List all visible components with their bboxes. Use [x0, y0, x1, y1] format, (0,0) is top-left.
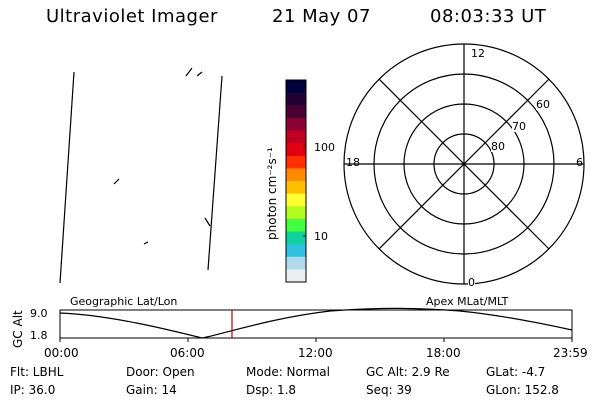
color-bar-band: [286, 143, 306, 157]
color-bar-label-10: 10: [314, 230, 328, 243]
gc-alt-info: GC Alt: 2.9 Re: [366, 365, 450, 379]
lat-label-80: 80: [491, 140, 505, 153]
timeline-right-title: Apex MLat/MLT: [426, 295, 509, 308]
color-bar-band: [286, 105, 306, 119]
color-bar-band: [286, 181, 306, 195]
mode-info: Mode: Normal: [246, 365, 330, 379]
color-bar-band: [286, 92, 306, 106]
date-label: 21 May 07: [272, 6, 371, 27]
mlt-label-18: 18: [346, 156, 360, 169]
timeline-x-tick-0000: 00:00: [44, 346, 79, 360]
instrument-title: Ultraviolet Imager: [46, 6, 218, 27]
timeline-y-axis-label: GC Alt: [11, 310, 25, 348]
color-bar-band: [286, 256, 306, 270]
glat-info: GLat: -4.7: [486, 365, 546, 379]
color-bar-band: [286, 206, 306, 220]
color-bar-band: [286, 168, 306, 182]
mlt-label-0: 0: [468, 276, 475, 289]
color-bar-frame: [285, 79, 307, 283]
mlt-label-6: 6: [576, 156, 583, 169]
color-bar-band: [286, 80, 306, 94]
color-bar-band: [286, 231, 306, 245]
ip-info: IP: 36.0: [10, 383, 56, 397]
color-bar-band: [286, 130, 306, 144]
color-bar: [286, 80, 306, 283]
lat-label-60: 60: [536, 98, 550, 111]
lat-label-70: 70: [512, 120, 526, 133]
timeline-x-tick-1200: 12:00: [298, 346, 333, 360]
color-bar-band: [286, 155, 306, 169]
timeline-x-tick-0600: 06:00: [170, 346, 205, 360]
timeline-left-title: Geographic Lat/Lon: [70, 295, 178, 308]
color-bar-band: [286, 269, 306, 283]
timeline-x-tick-1800: 18:00: [426, 346, 461, 360]
color-bar-label-100: 100: [314, 141, 335, 154]
timeline-y-tick-1-8: 1.8: [30, 329, 48, 342]
seq-info: Seq: 39: [366, 383, 412, 397]
color-bar-band: [286, 244, 306, 258]
time-label: 08:03:33 UT: [430, 6, 547, 27]
gain-info: Gain: 14: [126, 383, 177, 397]
altitude-timeline: [59, 307, 573, 342]
filter-info: Flt: LBHL: [10, 365, 64, 379]
glon-info: GLon: 152.8: [486, 383, 559, 397]
timeline-x-tick-2359: 23:59: [553, 346, 588, 360]
color-bar-band: [286, 218, 306, 233]
color-bar-unit-label: photon cm⁻²s⁻¹: [265, 147, 279, 240]
mlt-label-12: 12: [471, 47, 485, 60]
timeline-y-tick-9: 9.0: [30, 307, 48, 320]
color-bar-band: [286, 193, 306, 207]
polar-plot: [343, 43, 585, 285]
color-bar-band: [286, 117, 306, 132]
geographic-image: [59, 67, 223, 284]
door-info: Door: Open: [126, 365, 195, 379]
dsp-info: Dsp: 1.8: [246, 383, 297, 397]
